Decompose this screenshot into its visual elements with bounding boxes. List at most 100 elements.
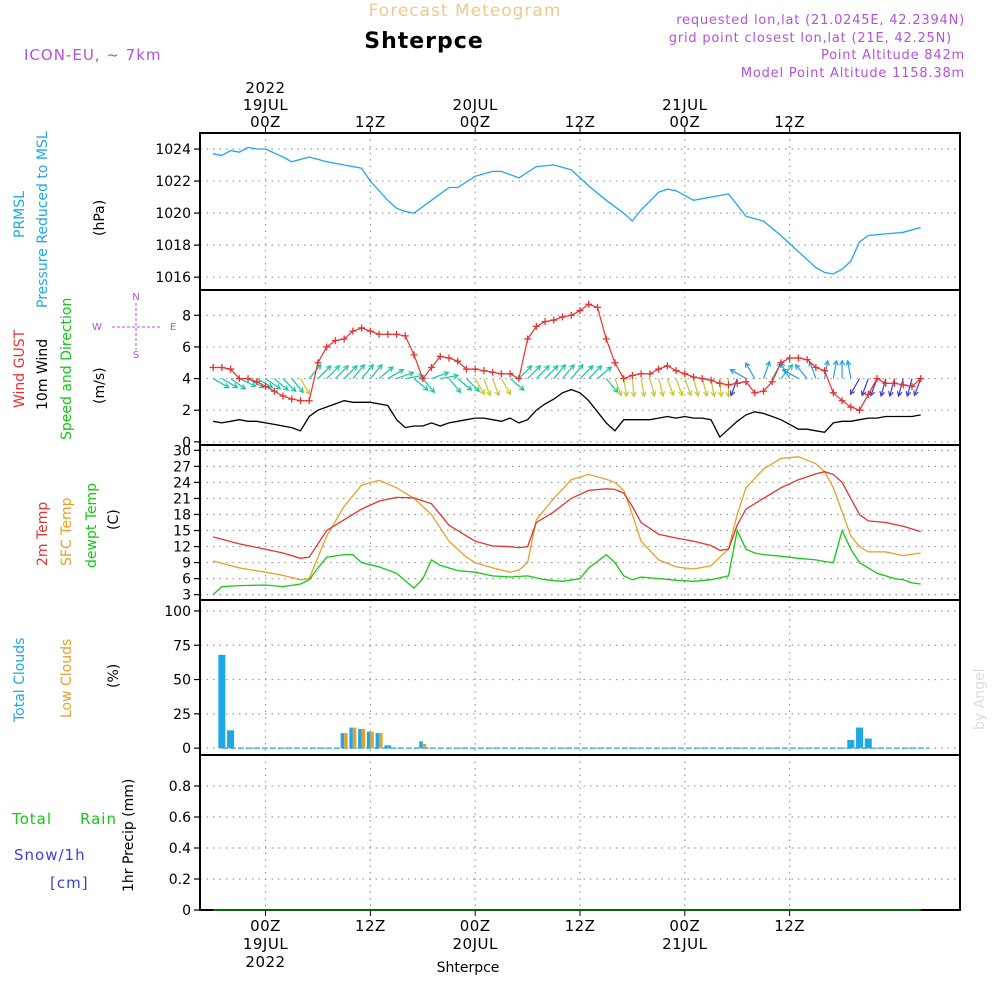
wind-arrow	[431, 371, 450, 380]
wind-arrow-shaft	[762, 361, 771, 379]
wind-gust-marker	[698, 375, 706, 383]
wind-label-10m: 10m Wind	[35, 339, 51, 410]
wind-gust-marker	[672, 367, 680, 375]
y-tick-label: 1016	[155, 270, 191, 286]
wind-arrow-shaft	[343, 365, 358, 379]
wind-gust-marker	[244, 375, 252, 383]
wind-gust-marker	[454, 357, 462, 365]
wind-arrow	[839, 359, 846, 379]
y-tick-label: 0.8	[169, 779, 191, 795]
temp-label-2m: 2m Temp	[35, 502, 51, 566]
wind-arrow-shaft	[847, 360, 852, 379]
y-tick-label: 30	[173, 443, 191, 459]
wind-arrow-head	[905, 390, 912, 398]
wind-arrow-shaft	[913, 378, 922, 396]
wind-arrow-shaft	[640, 378, 645, 397]
wind-arrow-shaft	[614, 378, 622, 396]
low-clouds-bar	[344, 733, 348, 749]
wind-arrow-head	[290, 386, 297, 393]
time-label-bottom: 00Z	[250, 917, 281, 935]
wind-arrow	[794, 363, 808, 379]
requested-coords: requested lon,lat (21.0245E, 42.2394N)	[676, 13, 965, 28]
wind-arrow-head	[343, 364, 349, 371]
panel-1: 1016 1018 1020 1022 1024	[155, 132, 961, 291]
y-tick-label: 12	[173, 540, 191, 556]
wind-arrow	[623, 378, 629, 398]
wind-arrow	[326, 364, 341, 379]
time-label-top: 21JUL	[662, 96, 707, 114]
chart-title: Forecast Meteogram	[369, 1, 562, 21]
pressure-label-prmsl: PRMSL	[12, 191, 28, 238]
wind-arrow-shaft	[369, 364, 383, 379]
wind-arrow-head	[569, 363, 575, 370]
wind-arrow	[413, 378, 429, 391]
temp-label-dewpt: dewpt Temp	[84, 483, 100, 568]
wind-arrow-shaft	[230, 378, 246, 390]
wind-arrow-head	[849, 389, 856, 396]
wind-arrow-shaft	[405, 374, 424, 380]
wind-arrow	[282, 378, 297, 393]
wind-gust-marker	[445, 354, 453, 362]
wind-arrow-head	[485, 390, 492, 397]
wind-gust-marker	[489, 368, 497, 376]
wind-arrow-head	[443, 371, 450, 377]
location-title: Shterpce	[364, 29, 484, 54]
wind-arrow-head	[832, 359, 839, 366]
total-clouds-bar	[218, 654, 226, 749]
wind-arrow-head	[232, 382, 239, 389]
wind-gust-marker	[541, 318, 549, 326]
wind-arrow	[422, 378, 436, 394]
panel-frame	[199, 754, 961, 911]
y-tick-label: 1022	[155, 174, 191, 190]
wind-arrow	[492, 378, 501, 397]
wind-arrow-shaft	[692, 378, 699, 397]
wind-arrow-head	[387, 366, 394, 372]
wind-arrow	[527, 364, 542, 379]
wind-arrow	[291, 378, 305, 394]
wind-arrow-shaft	[809, 361, 817, 379]
wind-arrow-shaft	[396, 371, 414, 380]
wind-arrow	[614, 378, 623, 397]
wind-arrow-head	[745, 361, 751, 369]
wind-arrow	[343, 364, 358, 379]
wind-arrow-shaft	[431, 371, 449, 380]
wind-arrow	[845, 359, 852, 379]
wind-gust-marker	[471, 365, 479, 373]
y-tick-label: 15	[173, 524, 191, 540]
wind-gust-marker	[305, 397, 313, 405]
wind-arrow-head	[505, 389, 512, 396]
wind-arrow	[692, 378, 700, 398]
wind-label-gust: Wind GUST	[12, 329, 28, 408]
wind-gust-marker	[890, 379, 898, 387]
total-clouds-bar	[419, 741, 423, 749]
wind-gust-line	[213, 303, 922, 411]
wind-gust-marker	[532, 322, 540, 330]
wind-arrow-head	[250, 381, 257, 388]
y-tick-label: 1024	[155, 142, 191, 158]
model-label: ICON-EU, ~ 7km	[24, 46, 162, 64]
wind-arrow	[905, 378, 913, 398]
wind-gust-marker	[585, 300, 593, 308]
wind-arrow-shaft	[352, 364, 365, 379]
wind-gust-marker	[611, 359, 619, 367]
wind-arrow-head	[398, 368, 405, 375]
wind-arrow	[265, 378, 282, 390]
wind-gust-marker	[777, 359, 785, 367]
y-tick-label: 0	[182, 741, 191, 757]
precip-label-rain: Rain	[80, 810, 117, 828]
wind-arrow	[544, 364, 559, 379]
y-tick-label: 2	[182, 403, 191, 419]
wind-arrow-head	[669, 390, 675, 397]
wind-arrow	[888, 378, 896, 398]
wind-arrow-shaft	[361, 364, 374, 379]
wind-arrow	[630, 378, 637, 398]
wind-arrow	[666, 378, 675, 397]
y-tick-label: 6	[182, 340, 191, 356]
wind-arrow	[553, 363, 567, 379]
wind-arrow-shaft	[265, 378, 281, 390]
wind-arrow-shaft	[518, 365, 533, 379]
wind-arrow-head	[334, 364, 341, 371]
y-tick-label: 21	[173, 491, 191, 507]
